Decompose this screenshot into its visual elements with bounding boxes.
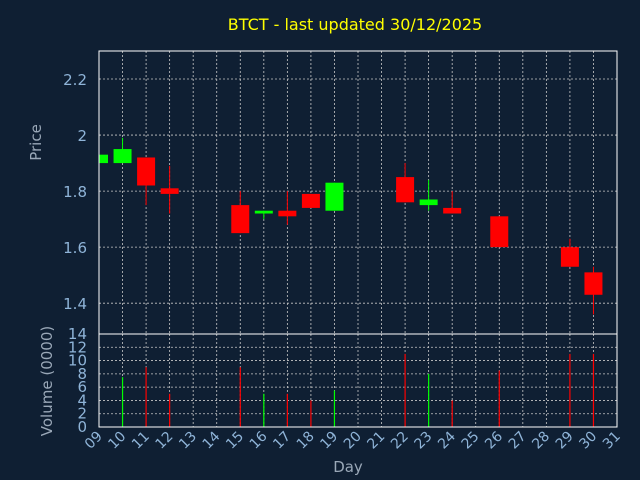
candles [98, 137, 603, 315]
volume-axis-label: Volume (0000) [38, 326, 56, 436]
price-tick-label: 2.2 [63, 71, 87, 89]
chart-title: BTCT - last updated 30/12/2025 [228, 15, 482, 34]
price-axis-label: Price [27, 124, 45, 161]
candle-body [396, 177, 415, 203]
price-tick-label: 2 [77, 127, 87, 145]
candle-body [443, 207, 462, 214]
price-y-ticks: 1.4 1.6 1.8 2 2.2 [63, 71, 87, 313]
candle-body [419, 199, 438, 206]
volume-tick-label: 6 [77, 378, 87, 396]
volume-tick-label: 8 [77, 365, 87, 383]
candle-body [490, 216, 509, 248]
volume-tick-label: 14 [68, 325, 87, 343]
candle-body [278, 210, 297, 217]
volume-tick-label: 0 [77, 418, 87, 436]
x-axis-label: Day [333, 458, 363, 476]
volume-bars [121, 353, 595, 427]
candle-body [560, 247, 579, 267]
price-tick-label: 1.6 [63, 239, 87, 257]
candle-body [584, 272, 603, 295]
volume-tick-label: 4 [77, 391, 87, 409]
candle-body [254, 210, 273, 214]
x-axis-ticks: 09 10 11 12 13 14 15 16 17 18 19 20 21 22 23 24 25 26 27 28… [82, 428, 624, 452]
candle-body [160, 188, 179, 194]
price-tick-label: 1.8 [63, 183, 87, 201]
candle-body [325, 182, 344, 211]
volume-tick-label: 10 [68, 352, 87, 370]
volume-tick-label: 2 [77, 405, 87, 423]
candle-body [231, 205, 250, 234]
candle-body [99, 154, 108, 164]
candle-body [301, 193, 320, 208]
candle-body [137, 157, 156, 186]
volume-tick-label: 12 [68, 338, 87, 356]
volume-panel-frame [98, 333, 618, 428]
price-tick-label: 1.4 [63, 295, 87, 313]
candle-body [113, 149, 132, 164]
